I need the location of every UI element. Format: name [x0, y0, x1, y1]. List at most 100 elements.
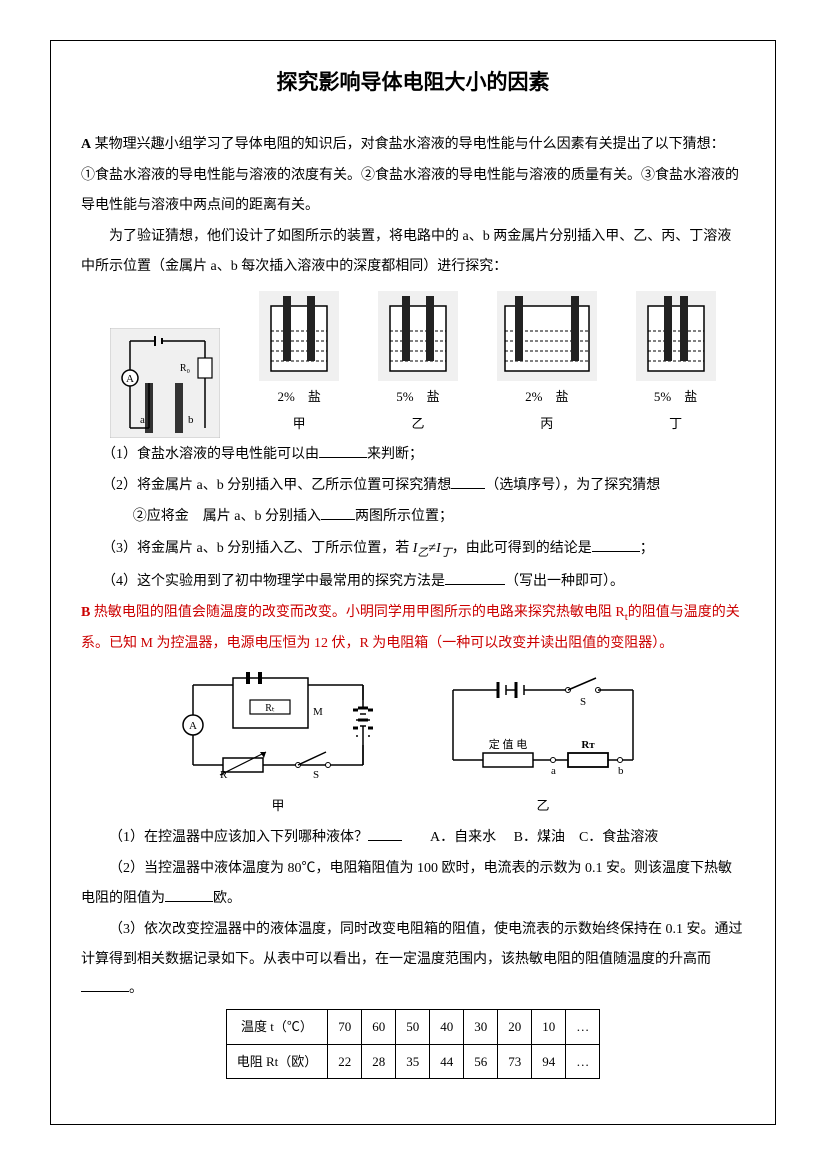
salt: 盐 [308, 389, 321, 404]
section-a-intro2: ①食盐水溶液的导电性能与溶液的浓度有关。②食盐水溶液的导电性能与溶液的质量有关。… [81, 161, 745, 220]
cell: 73 [498, 1044, 532, 1078]
circuit-yi-icon: S 定 值 电 a Rᴛ b [438, 670, 648, 780]
cell: 温度 t（℃） [226, 1010, 328, 1044]
cell: 50 [396, 1010, 430, 1044]
text: （1）食盐水溶液的导电性能可以由 [102, 447, 319, 462]
svg-text:S: S [313, 769, 319, 780]
cell: 35 [396, 1044, 430, 1078]
section-b-label: B [81, 605, 90, 620]
q-b3: （3）依次改变控温器中的液体温度，同时改变电阻箱的阻值，使电流表的示数始终保持在… [81, 915, 745, 1003]
pct: 5% [396, 389, 413, 404]
pct: 2% [278, 389, 295, 404]
text: （2）将金属片 a、b 分别插入甲、乙所示位置可探究猜想 [102, 478, 451, 493]
salt: 盐 [427, 389, 440, 404]
q-a1: （1）食盐水溶液的导电性能可以由 来判断； [102, 440, 745, 469]
beaker-icon [497, 291, 597, 381]
table-row: 电阻 Rt（欧） 22 28 35 44 56 73 94 … [226, 1044, 600, 1078]
text: （3）依次改变控温器中的液体温度，同时改变电阻箱的阻值，使电流表的示数始终保持在… [81, 922, 743, 966]
section-b-intro: B 热敏电阻的阻值会随温度的改变而改变。小明同学用甲图所示的电路来探究热敏电阻 … [81, 598, 745, 658]
circuit-jia-icon: A Rₜ M [178, 670, 378, 780]
blank [319, 442, 367, 457]
table-row: 温度 t（℃） 70 60 50 40 30 20 10 … [226, 1010, 600, 1044]
text: （写出一种即可）。 [505, 574, 624, 589]
cell: … [566, 1044, 600, 1078]
text: 。 [129, 981, 143, 996]
text: （1）在控温器中应该加入下列哪种液体？ [109, 830, 368, 845]
svg-text:b: b [618, 765, 624, 777]
blank [368, 826, 402, 841]
section-a-label: A [81, 137, 91, 152]
q-a3: （3）将金属片 a、b 分别插入乙、丁所示位置，若 I乙≠I丁，由此可得到的结论… [102, 534, 745, 565]
page-title: 探究影响导体电阻大小的因素 [81, 61, 745, 105]
text: ； [640, 541, 654, 556]
blank [592, 536, 640, 551]
text: 热敏电阻的阻值会随温度的改变而改变。小明同学用甲图所示的电路来探究热敏电阻 R [90, 605, 624, 620]
data-table: 温度 t（℃） 70 60 50 40 30 20 10 … 电阻 Rt（欧） … [226, 1009, 601, 1079]
q-a4: （4）这个实验用到了初中物理学中最常用的探究方法是 （写出一种即可）。 [102, 567, 745, 596]
svg-text:Rₜ: Rₜ [265, 703, 275, 714]
circuit-caption: 甲 [178, 792, 378, 819]
beaker-yi: 5% 盐 乙 [378, 291, 458, 438]
pct: 2% [525, 389, 542, 404]
salt: 盐 [555, 389, 568, 404]
text: （3）将金属片 a、b 分别插入乙、丁所示位置，若 [102, 541, 413, 556]
cell: … [566, 1010, 600, 1044]
q-a2: （2）将金属片 a、b 分别插入甲、乙所示位置可探究猜想（选填序号），为了探究猜… [102, 471, 745, 500]
beaker-ding: 5% 盐 丁 [636, 291, 716, 438]
cell: 28 [362, 1044, 396, 1078]
text: ，由此可得到的结论是 [452, 541, 592, 556]
cell: 30 [464, 1010, 498, 1044]
beaker-icon [636, 291, 716, 381]
cell: 22 [328, 1044, 362, 1078]
svg-text:a: a [140, 414, 145, 426]
text: 来判断； [367, 447, 423, 462]
cell: 70 [328, 1010, 362, 1044]
svg-text:M: M [313, 706, 323, 718]
beaker-diagram-row: A R₀ a b [81, 291, 745, 438]
pct: 5% [654, 389, 671, 404]
svg-text:R: R [220, 769, 228, 780]
cell: 10 [532, 1010, 566, 1044]
cell: 电阻 Rt（欧） [226, 1044, 328, 1078]
section-a-intro3: 为了验证猜想，他们设计了如图所示的装置，将电路中的 a、b 两金属片分别插入甲、… [81, 222, 745, 281]
beaker-icon [259, 291, 339, 381]
section-a-intro1: A 某物理兴趣小组学习了导体电阻的知识后，对食盐水溶液的导电性能与什么因素有关提… [81, 130, 745, 159]
blank [165, 886, 213, 901]
svg-text:A: A [189, 720, 197, 732]
beaker-icon [378, 291, 458, 381]
circuit-diagrams-row: A Rₜ M [81, 670, 745, 819]
svg-text:R₀: R₀ [180, 363, 191, 374]
svg-text:Rᴛ: Rᴛ [581, 739, 595, 751]
text: 两图所示位置； [355, 509, 453, 524]
text: ②应将金 属片 a、b 分别插入 [133, 509, 321, 524]
beaker-jia: 2% 盐 甲 [259, 291, 339, 438]
blank [321, 505, 355, 520]
text: 某物理兴趣小组学习了导体电阻的知识后，对食盐水溶液的导电性能与什么因素有关提出了… [91, 137, 725, 152]
section-a-questions: （1）食盐水溶液的导电性能可以由 来判断； （2）将金属片 a、b 分别插入甲、乙… [81, 440, 745, 596]
svg-text:a: a [551, 765, 556, 777]
circuit-yi: S 定 值 电 a Rᴛ b 乙 [438, 670, 648, 819]
text: 欧。 [213, 891, 241, 906]
text: A．自来水 B．煤油 C．食盐溶液 [402, 830, 658, 845]
svg-text:S: S [580, 696, 586, 708]
circuit-ab-unit: A R₀ a b [110, 328, 220, 438]
svg-text:A: A [126, 373, 134, 385]
fixed-r-label: 定 值 电 [489, 737, 528, 751]
circuit-caption: 乙 [438, 792, 648, 819]
beaker-name: 丙 [540, 410, 553, 437]
cell: 60 [362, 1010, 396, 1044]
cell: 44 [430, 1044, 464, 1078]
blank [445, 569, 505, 584]
blank [451, 474, 485, 489]
salt: 盐 [684, 389, 697, 404]
cell: 40 [430, 1010, 464, 1044]
text: （4）这个实验用到了初中物理学中最常用的探究方法是 [102, 574, 445, 589]
beaker-name: 丁 [669, 410, 682, 437]
page-frame: 探究影响导体电阻大小的因素 A 某物理兴趣小组学习了导体电阻的知识后，对食盐水溶… [50, 40, 776, 1125]
beaker-bing: 2% 盐 丙 [497, 291, 597, 438]
circuit-ab-icon: A R₀ a b [110, 328, 220, 438]
q-b2: （2）当控温器中液体温度为 80℃，电阻箱阻值为 100 欧时，电流表的示数为 … [81, 854, 745, 913]
svg-text:b: b [188, 414, 194, 426]
blank [81, 977, 129, 992]
q-a2b: ②应将金 属片 a、b 分别插入 两图所示位置； [102, 502, 745, 531]
